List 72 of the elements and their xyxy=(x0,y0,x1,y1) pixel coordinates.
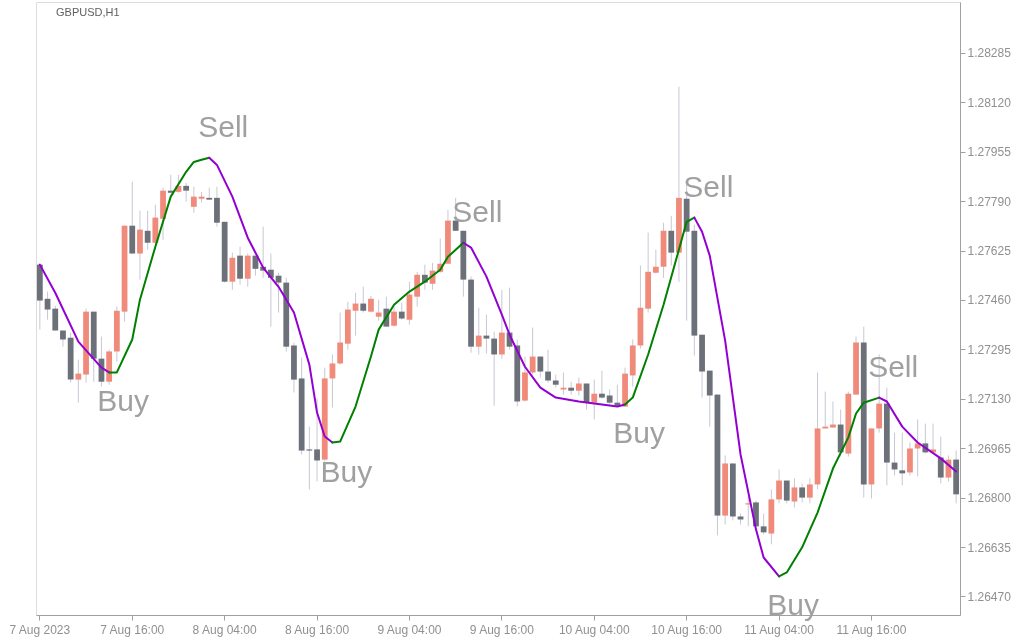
line-series xyxy=(778,396,881,578)
candlestick xyxy=(337,312,344,366)
annotation: Sell xyxy=(868,349,919,383)
line-series xyxy=(462,241,627,408)
candlestick xyxy=(830,400,836,429)
line-series xyxy=(693,216,781,578)
y-tick-label: 1.27955 xyxy=(967,145,1012,160)
candlestick xyxy=(229,252,236,291)
y-tick-label: 1.26800 xyxy=(967,491,1012,506)
annotation: Sell xyxy=(452,194,503,228)
x-tick-label: 9 Aug 04:00 xyxy=(377,622,442,637)
candlestick xyxy=(237,246,243,286)
x-tick-label: 8 Aug 16:00 xyxy=(285,622,350,637)
line-series xyxy=(331,241,465,444)
line-series xyxy=(624,216,696,406)
candlestick xyxy=(391,306,397,328)
candlestick xyxy=(60,330,66,348)
candlestick xyxy=(190,186,197,214)
candlestick xyxy=(668,215,675,267)
candlestick xyxy=(75,359,82,404)
candlestick xyxy=(776,468,782,504)
y-tick-label: 1.26635 xyxy=(967,540,1012,555)
candlestick xyxy=(144,210,151,251)
x-tick-label: 10 Aug 04:00 xyxy=(558,622,630,637)
y-tick-label: 1.27460 xyxy=(967,293,1012,308)
annotation: Buy xyxy=(767,588,819,622)
y-tick-label: 1.28285 xyxy=(967,46,1012,61)
annotation: Buy xyxy=(320,454,373,488)
annotation: Sell xyxy=(683,169,734,203)
candlestick xyxy=(652,249,659,275)
x-tick-label: 11 Aug 04:00 xyxy=(744,622,815,637)
candlestick xyxy=(560,371,567,396)
y-tick-label: 1.27130 xyxy=(967,392,1012,407)
y-tick-label: 1.28120 xyxy=(967,95,1012,110)
candlestick xyxy=(137,210,143,281)
x-tick-label: 7 Aug 16:00 xyxy=(100,622,165,637)
x-tick-label: 10 Aug 16:00 xyxy=(651,622,723,637)
x-tick-label: 9 Aug 16:00 xyxy=(469,622,535,637)
candlestick xyxy=(937,436,944,485)
x-tick-label: 11 Aug 16:00 xyxy=(836,622,907,637)
candlestick xyxy=(475,307,482,355)
annotation: Buy xyxy=(613,416,665,450)
candlestick xyxy=(791,477,798,508)
candlestick xyxy=(899,432,906,486)
candlestick xyxy=(375,299,382,322)
candlestick xyxy=(52,305,59,332)
y-tick-label: 1.27295 xyxy=(967,342,1012,357)
line-series xyxy=(208,156,334,444)
y-tick-label: 1.26965 xyxy=(967,441,1012,456)
candlestick xyxy=(760,512,767,535)
annotation: Buy xyxy=(97,384,149,418)
candlestick xyxy=(799,483,806,503)
candlestick xyxy=(360,286,367,314)
y-tick-label: 1.27790 xyxy=(967,194,1012,209)
candlestick xyxy=(414,271,421,308)
candlestick xyxy=(491,331,498,407)
x-tick-label: 7 Aug 2023 xyxy=(9,622,71,637)
candlestick xyxy=(907,442,913,476)
candlestick xyxy=(806,477,813,504)
candlestick xyxy=(591,379,598,420)
y-tick-label: 1.27625 xyxy=(967,244,1012,259)
candlestick xyxy=(599,370,605,400)
chart-title: GBPUSD,H1 xyxy=(56,6,120,18)
candlestick xyxy=(314,397,320,482)
candlestick xyxy=(498,289,505,360)
candlestick xyxy=(183,182,190,203)
candlestick xyxy=(545,349,551,384)
candlestick xyxy=(244,253,251,288)
annotation: Sell xyxy=(198,109,249,143)
y-tick-label: 1.26470 xyxy=(967,589,1012,604)
x-tick-label: 8 Aug 04:00 xyxy=(192,622,258,637)
candlestick xyxy=(529,327,536,376)
